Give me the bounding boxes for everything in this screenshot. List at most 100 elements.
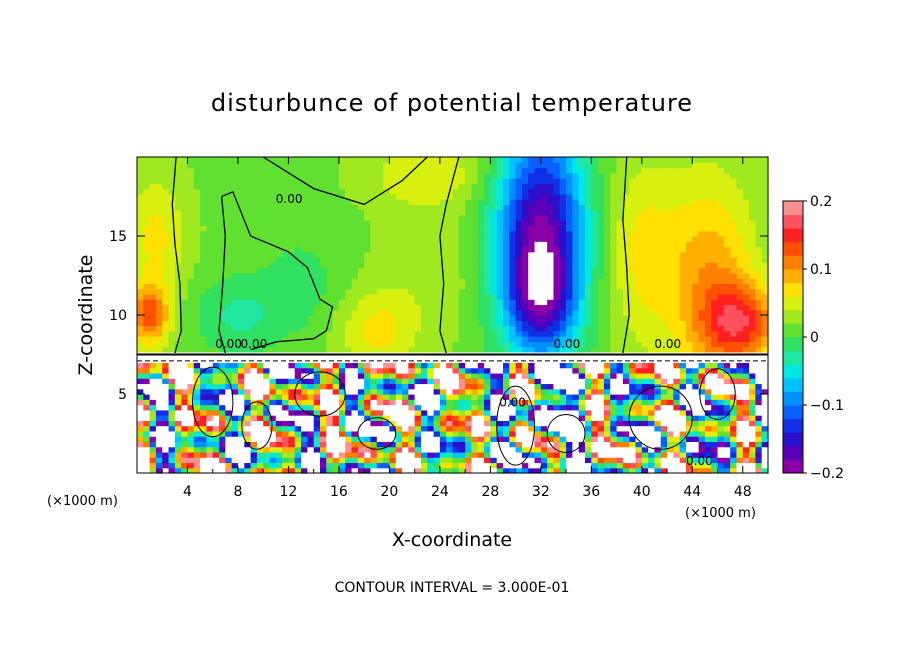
- field-cell: [162, 188, 170, 195]
- field-cell: [162, 378, 170, 385]
- field-cell: [477, 257, 485, 263]
- field-cell: [553, 288, 561, 295]
- field-cell: [137, 430, 144, 437]
- field-cell: [566, 336, 573, 342]
- field-cell: [143, 193, 151, 200]
- field-cell: [446, 193, 454, 200]
- field-cell: [168, 420, 176, 427]
- field-cell: [383, 394, 390, 400]
- field-cell: [231, 346, 239, 353]
- field-cell: [515, 320, 523, 327]
- field-cell: [515, 304, 523, 311]
- field-cell: [376, 230, 384, 237]
- field-cell: [490, 167, 498, 174]
- field-cell: [420, 162, 428, 169]
- field-cell: [496, 420, 504, 427]
- field-cell: [458, 288, 466, 295]
- field-cell: [275, 178, 283, 184]
- field-cell: [162, 199, 170, 205]
- field-cell: [502, 341, 510, 348]
- field-cell: [559, 278, 567, 284]
- field-cell: [585, 330, 592, 337]
- field-cell: [389, 220, 397, 227]
- field-cell: [534, 441, 542, 448]
- field-cell: [578, 236, 586, 242]
- field-cell: [446, 241, 454, 248]
- field-cell: [439, 320, 447, 327]
- field-cell: [484, 304, 491, 311]
- field-cell: [471, 304, 479, 311]
- field-cell: [578, 199, 586, 205]
- field-cell: [174, 404, 182, 411]
- field-cell: [187, 267, 195, 274]
- field-cell: [269, 462, 277, 469]
- field-cell: [345, 399, 353, 406]
- field-cell: [137, 315, 144, 321]
- field-cell: [433, 378, 441, 385]
- field-cell: [282, 299, 290, 306]
- field-cell: [155, 246, 163, 253]
- field-cell: [288, 367, 296, 374]
- field-cell: [345, 251, 353, 258]
- field-cell: [263, 420, 271, 427]
- field-cell: [528, 257, 536, 263]
- field-cell: [521, 178, 529, 184]
- field-cell: [433, 446, 441, 453]
- field-cell: [471, 446, 479, 453]
- field-cell: [307, 378, 315, 385]
- field-cell: [585, 272, 592, 279]
- field-cell: [200, 436, 208, 442]
- field-cell: [332, 283, 340, 290]
- field-cell: [572, 162, 580, 169]
- field-cell: [509, 162, 517, 169]
- field-cell: [629, 309, 637, 316]
- field-cell: [420, 325, 428, 332]
- field-cell: [547, 204, 555, 211]
- field-cell: [206, 204, 214, 211]
- field-cell: [603, 320, 611, 327]
- field-cell: [471, 315, 479, 321]
- field-cell: [137, 388, 144, 395]
- field-cell: [193, 462, 201, 469]
- field-cell: [603, 225, 611, 232]
- field-cell: [395, 293, 403, 300]
- field-cell: [319, 225, 327, 232]
- field-cell: [174, 209, 182, 216]
- field-cell: [149, 362, 157, 369]
- field-cell: [465, 278, 473, 284]
- field-cell: [193, 457, 201, 464]
- field-cell: [162, 178, 170, 184]
- field-cell: [420, 178, 428, 184]
- field-cell: [294, 230, 302, 237]
- field-cell: [616, 225, 624, 232]
- field-cell: [206, 446, 214, 453]
- field-cell: [168, 209, 176, 216]
- field-cell: [282, 446, 290, 453]
- field-cell: [496, 172, 504, 179]
- field-cell: [376, 378, 384, 385]
- field-cell: [502, 199, 510, 205]
- field-cell: [143, 336, 151, 342]
- field-cell: [338, 230, 346, 237]
- field-cell: [433, 462, 441, 469]
- field-cell: [408, 225, 416, 232]
- field-cell: [326, 204, 334, 211]
- field-cell: [200, 309, 208, 316]
- field-cell: [332, 162, 340, 169]
- field-cell: [610, 436, 618, 442]
- field-cell: [578, 415, 586, 421]
- field-cell: [383, 420, 390, 427]
- field-cell: [616, 288, 624, 295]
- field-cell: [610, 220, 618, 227]
- field-cell: [654, 193, 662, 200]
- field-cell: [597, 462, 605, 469]
- field-cell: [206, 162, 214, 169]
- field-cell: [326, 304, 334, 311]
- field-cell: [332, 304, 340, 311]
- field-cell: [641, 299, 649, 306]
- field-cell: [458, 367, 466, 374]
- field-cell: [591, 320, 599, 327]
- field-cell: [174, 383, 182, 390]
- field-cell: [275, 388, 283, 395]
- field-cell: [515, 330, 523, 337]
